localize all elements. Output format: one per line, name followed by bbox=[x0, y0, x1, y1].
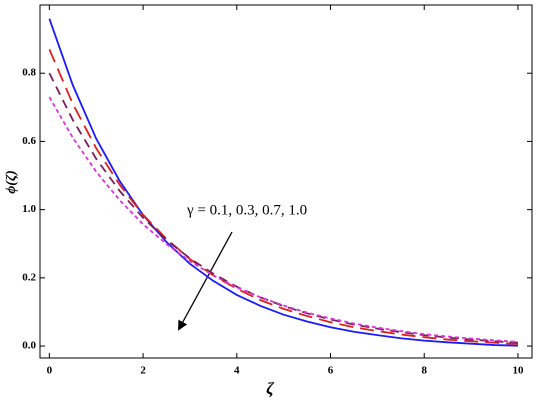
annotation-arrow bbox=[178, 231, 233, 331]
x-tick-label: 6 bbox=[328, 365, 334, 377]
y-axis-label: ϕ(ζ) bbox=[4, 170, 19, 194]
x-tick-label: 8 bbox=[421, 365, 427, 377]
series-line bbox=[48, 96, 519, 343]
series-line bbox=[48, 18, 518, 347]
y-tick-label: 0.6 bbox=[22, 135, 36, 147]
x-tick-label: 10 bbox=[512, 365, 524, 377]
x-axis-label: ζ bbox=[266, 379, 274, 398]
y-tick-label: 1.0 bbox=[22, 203, 36, 215]
series-line bbox=[48, 48, 518, 345]
y-tick-label: 0.2 bbox=[22, 271, 36, 283]
plot-frame bbox=[39, 4, 533, 359]
x-tick-label: 4 bbox=[234, 365, 240, 377]
x-tick-label: 0 bbox=[47, 365, 53, 377]
annotation: γ = 0.1, 0.3, 0.7, 1.0 bbox=[186, 202, 307, 218]
x-tick-label: 2 bbox=[140, 365, 146, 377]
series-line bbox=[48, 72, 518, 344]
y-tick-label: 0.8 bbox=[22, 67, 36, 79]
y-tick-label: 0.0 bbox=[22, 340, 36, 352]
